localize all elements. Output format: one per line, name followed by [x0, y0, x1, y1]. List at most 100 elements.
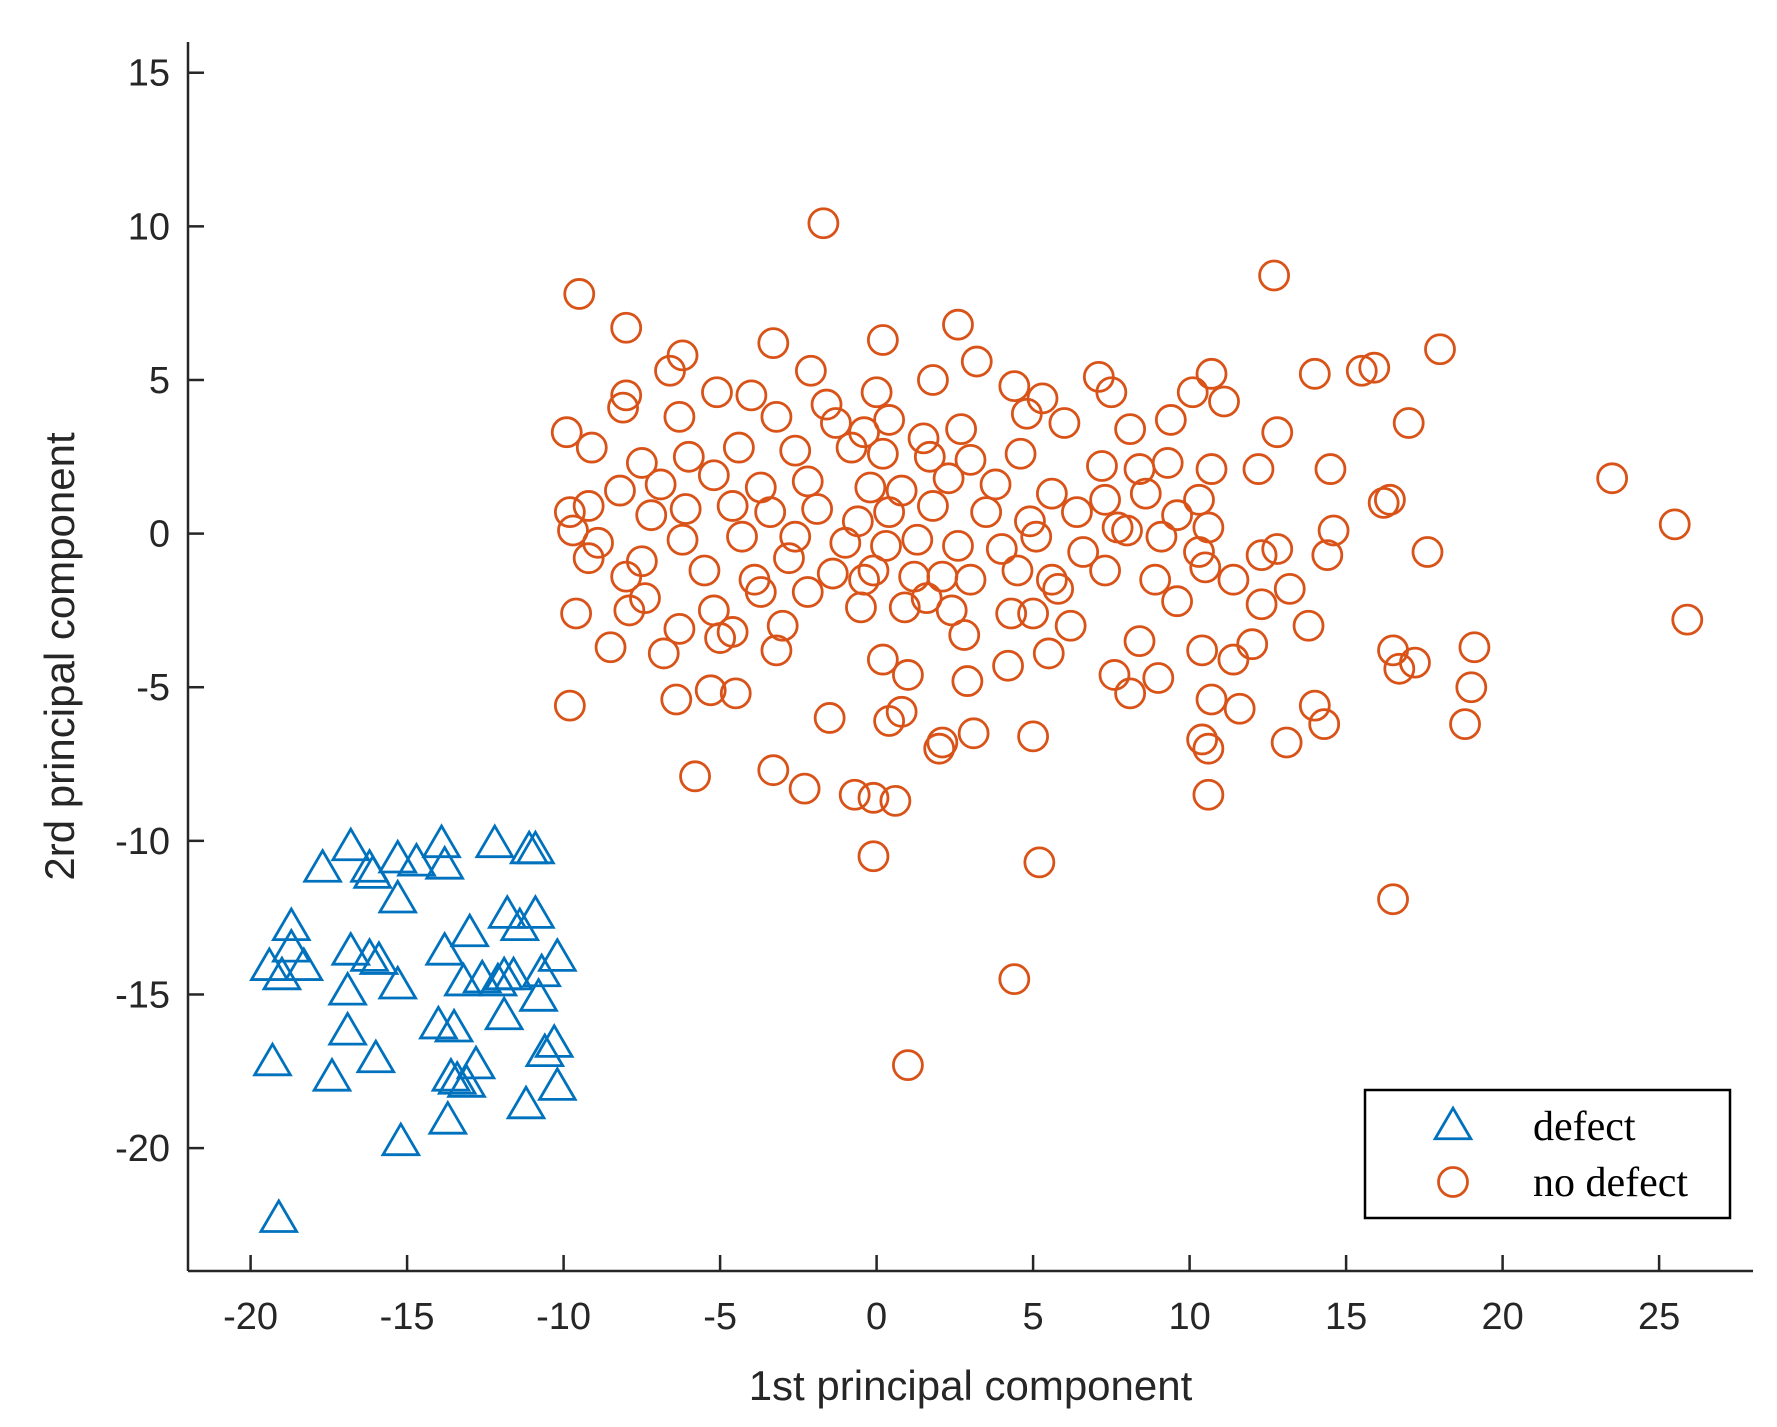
point-no-defect — [1123, 625, 1156, 658]
point-defect — [283, 946, 325, 981]
point-defect — [396, 841, 437, 877]
point-no-defect — [1061, 496, 1093, 528]
legend: defect no defect — [1363, 1088, 1732, 1220]
point-no-defect — [1292, 609, 1325, 642]
point-no-defect — [866, 324, 899, 356]
point-no-defect — [1195, 683, 1228, 716]
legend-marker-defect — [1432, 1105, 1474, 1141]
point-no-defect — [866, 643, 899, 676]
point-no-defect — [866, 437, 899, 470]
point-no-defect — [892, 659, 924, 691]
point-no-defect — [829, 526, 862, 559]
point-defect — [330, 826, 372, 862]
point-no-defect — [907, 422, 940, 455]
point-defect — [327, 1010, 368, 1046]
point-no-defect — [1139, 563, 1172, 596]
point-no-defect — [1377, 883, 1409, 916]
point-no-defect — [979, 468, 1012, 501]
point-no-defect — [1145, 520, 1178, 553]
point-defect — [518, 976, 559, 1012]
point-no-defect — [870, 529, 902, 562]
y-tick-label: -5 — [136, 667, 170, 709]
point-no-defect — [572, 490, 605, 522]
point-no-defect — [719, 677, 752, 710]
point-no-defect — [1010, 397, 1043, 430]
point-no-defect — [1596, 462, 1629, 495]
point-no-defect — [794, 354, 827, 387]
point-no-defect — [917, 490, 949, 522]
point-defect — [486, 893, 528, 929]
point-no-defect — [960, 345, 993, 378]
point-no-defect — [1017, 720, 1049, 753]
point-no-defect — [913, 440, 946, 473]
point-no-defect — [1383, 652, 1416, 685]
point-no-defect — [1192, 778, 1225, 811]
point-no-defect — [760, 634, 793, 667]
y-tick-label: -20 — [115, 1128, 170, 1170]
point-no-defect — [779, 434, 812, 467]
point-no-defect — [945, 413, 978, 446]
point-defect — [355, 1038, 397, 1074]
point-defect — [421, 823, 462, 859]
point-no-defect — [1270, 726, 1303, 759]
y-tick-label: -10 — [115, 821, 170, 863]
point-defect — [537, 936, 578, 972]
point-no-defect — [1186, 723, 1219, 756]
x-tick-label: 0 — [866, 1296, 887, 1338]
point-no-defect — [1004, 437, 1037, 470]
point-no-defect — [942, 529, 974, 562]
point-no-defect — [835, 431, 868, 464]
point-defect — [477, 961, 519, 997]
point-no-defect — [816, 557, 849, 590]
point-no-defect — [954, 443, 987, 476]
point-no-defect — [557, 514, 589, 547]
point-no-defect — [1392, 407, 1425, 439]
point-no-defect — [644, 468, 677, 501]
point-no-defect — [1089, 483, 1121, 516]
point-no-defect — [716, 490, 749, 522]
point-no-defect — [998, 963, 1031, 996]
point-no-defect — [760, 400, 793, 433]
point-defect — [252, 1041, 293, 1077]
point-no-defect — [995, 597, 1028, 630]
series-defect — [249, 823, 578, 1233]
point-no-defect — [1261, 533, 1294, 565]
point-no-defect — [1032, 637, 1065, 670]
y-axis-ticks: -20 -15 -10 -5 0 5 10 15 — [115, 53, 204, 1170]
point-no-defect — [1014, 505, 1046, 538]
point-defect — [483, 995, 525, 1031]
data-markers — [249, 207, 1704, 1233]
point-no-defect — [613, 594, 646, 627]
x-tick-label: 5 — [1023, 1296, 1044, 1338]
point-no-defect — [610, 379, 643, 412]
point-no-defect — [1183, 536, 1215, 568]
point-no-defect — [635, 499, 668, 532]
point-no-defect — [1151, 447, 1184, 479]
point-defect — [446, 1062, 487, 1098]
legend-label-defect: defect — [1533, 1104, 1636, 1150]
legend-marker-no-defect — [1437, 1166, 1469, 1198]
point-no-defect — [888, 591, 921, 624]
point-no-defect — [735, 379, 768, 412]
point-defect — [474, 823, 516, 859]
y-axis-title: 2rd principal component — [36, 432, 83, 881]
point-no-defect — [660, 683, 693, 716]
point-no-defect — [854, 471, 887, 504]
point-no-defect — [1411, 536, 1444, 568]
point-defect — [455, 1044, 497, 1080]
x-tick-label: -15 — [380, 1296, 435, 1338]
point-defect — [271, 906, 312, 942]
point-no-defect — [1089, 554, 1121, 587]
point-no-defect — [1217, 563, 1250, 596]
point-no-defect — [992, 649, 1024, 682]
point-no-defect — [1671, 603, 1704, 636]
point-no-defect — [663, 612, 696, 645]
point-no-defect — [604, 474, 636, 507]
point-defect — [302, 847, 343, 883]
point-no-defect — [1114, 413, 1147, 446]
point-no-defect — [1273, 573, 1306, 605]
point-no-defect — [948, 619, 981, 651]
point-no-defect — [910, 582, 943, 615]
point-no-defect — [1311, 539, 1344, 572]
